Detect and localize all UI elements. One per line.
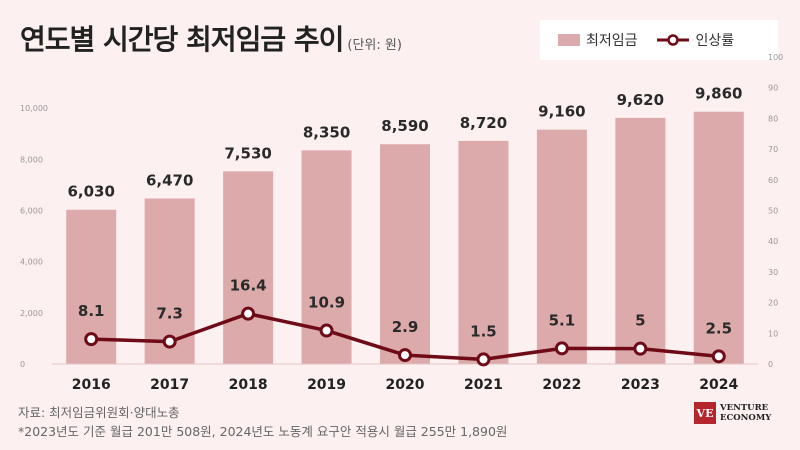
- rate-value-label: 5.1: [549, 311, 576, 329]
- rate-value-label: 10.9: [308, 294, 345, 312]
- bar-value-label: 9,160: [538, 103, 585, 121]
- bar-value-label: 8,590: [381, 117, 428, 135]
- x-tick-label: 2016: [72, 377, 111, 393]
- brand-line-2: ECONOMY: [720, 413, 772, 423]
- y-right-tick-label: 90: [768, 84, 778, 93]
- bar-value-label: 7,530: [224, 144, 271, 162]
- bar: [380, 144, 430, 364]
- chart-title: 연도별 시간당 최저임금 추이 (단위: 원): [20, 23, 402, 56]
- brand-mark: VE: [694, 402, 716, 424]
- y-right-tick-label: 80: [768, 114, 778, 123]
- legend-bar-swatch: [558, 34, 580, 46]
- bar-value-label: 6,030: [67, 183, 114, 201]
- x-tick-label: 2019: [307, 377, 346, 393]
- rate-point: [711, 349, 726, 364]
- bar-value-label: 9,860: [695, 85, 742, 103]
- y-left-tick-label: 6,000: [20, 207, 43, 216]
- rate-value-label: 1.5: [470, 322, 497, 340]
- y-right-tick-label: 50: [768, 207, 778, 216]
- legend-line-swatch: [656, 34, 689, 46]
- rate-point: [554, 341, 569, 356]
- y-left-tick-label: 0: [20, 360, 25, 369]
- source-note: 자료: 최저임금위원회·양대노총: [18, 405, 180, 420]
- unit-label: (단위: 원): [347, 38, 402, 53]
- rate-point: [162, 334, 177, 349]
- legend-item-bar: 최저임금: [558, 30, 638, 50]
- bar-value-label: 9,620: [617, 91, 664, 109]
- bar: [223, 171, 274, 364]
- y-right-tick-label: 60: [768, 176, 778, 185]
- brand-line-1: VENTURE: [720, 403, 769, 413]
- rate-point: [84, 332, 99, 347]
- bar-value-label: 8,350: [303, 123, 350, 141]
- y-left-tick-label: 4,000: [20, 258, 43, 267]
- y-right-tick-label: 20: [768, 299, 778, 308]
- y-right-tick-label: 40: [768, 237, 778, 246]
- x-tick-label: 2018: [229, 377, 268, 393]
- bar: [458, 140, 509, 364]
- y-right-tick-label: 70: [768, 145, 778, 154]
- bar-value-label: 8,720: [460, 114, 507, 132]
- rate-point: [241, 306, 256, 321]
- rate-value-label: 7.3: [156, 305, 183, 323]
- brand-text: VENTURE ECONOMY: [720, 403, 771, 423]
- rate-value-label: 2.5: [705, 319, 732, 337]
- rate-value-label: 2.9: [392, 318, 419, 336]
- brand-logo: VE VENTURE ECONOMY: [694, 402, 771, 424]
- bar: [615, 117, 666, 364]
- x-tick-label: 2021: [464, 377, 503, 393]
- x-tick-label: 2020: [386, 377, 425, 393]
- rate-point: [633, 341, 648, 356]
- rate-value-label: 8.1: [78, 302, 105, 320]
- legend-item-line: 인상률: [656, 30, 735, 50]
- y-left-tick-label: 2,000: [20, 309, 43, 318]
- rate-point: [398, 348, 412, 363]
- x-tick-label: 2024: [699, 377, 738, 393]
- legend: 최저임금 인상률: [540, 20, 778, 60]
- rate-point: [476, 352, 491, 367]
- bar-value-label: 6,470: [146, 171, 193, 189]
- y-right-tick-label: 100: [768, 53, 783, 62]
- y-left-tick-label: 10,000: [20, 104, 48, 113]
- y-left-tick-label: 8,000: [20, 155, 43, 164]
- x-tick-label: 2017: [150, 377, 189, 393]
- rate-point: [319, 323, 334, 338]
- y-right-tick-label: 30: [768, 268, 778, 277]
- y-right-tick-label: 10: [768, 329, 778, 338]
- rate-value-label: 16.4: [230, 277, 267, 295]
- x-tick-label: 2023: [621, 377, 660, 393]
- bar: [536, 129, 587, 364]
- x-tick-label: 2022: [542, 377, 581, 393]
- rate-value-label: 5: [635, 312, 645, 330]
- bar: [693, 111, 744, 364]
- footnote: *2023년도 기준 월급 201만 508원, 2024년도 노동계 요구안 …: [18, 424, 508, 439]
- y-right-tick-label: 0: [768, 360, 773, 369]
- legend-line-label: 인상률: [695, 33, 735, 49]
- legend-bar-label: 최저임금: [586, 33, 638, 49]
